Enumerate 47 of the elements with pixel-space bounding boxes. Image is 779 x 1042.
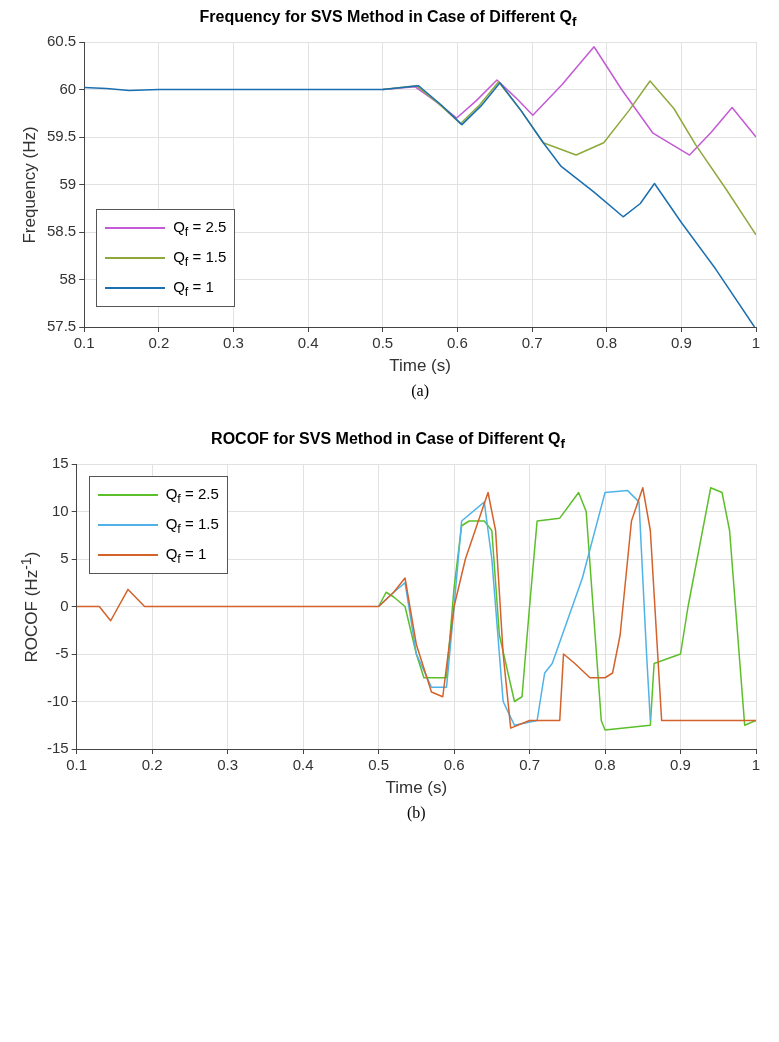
y-tick-label: -5 xyxy=(55,644,69,662)
x-tick-label: 0.7 xyxy=(519,756,540,774)
y-tick-label: 58 xyxy=(59,269,77,287)
x-axis-title: Time (s) xyxy=(385,778,448,798)
x-tick-label: 1 xyxy=(751,756,761,774)
x-tick-label: 0.3 xyxy=(223,334,244,352)
y-tick-label: 57.5 xyxy=(46,317,77,335)
chart-title: Frequency for SVS Method in Case of Different Q$_{f}$ xyxy=(198,8,578,30)
y-tick-label: -15 xyxy=(46,739,69,757)
y-tick-label: 60.5 xyxy=(46,32,77,50)
text: (a) xyxy=(410,382,430,400)
y-tick-label: 59 xyxy=(59,174,77,192)
legend-label: Q$_{f}$ = 2.5 xyxy=(165,484,219,506)
y-tick-label: 5 xyxy=(60,549,69,567)
legend-label: Q$_{f}$ = 1 xyxy=(165,544,207,566)
x-tick-label: 0.8 xyxy=(596,334,618,352)
x-tick-label: 0.5 xyxy=(372,334,394,352)
y-tick-label: 15 xyxy=(51,454,69,472)
legend-label: Q$_{f}$ = 2.5 xyxy=(173,217,227,239)
x-tick-label: 0.9 xyxy=(670,756,691,774)
text: (b) xyxy=(406,804,427,822)
x-tick-label: 0.6 xyxy=(446,334,468,352)
x-tick-label: 1 xyxy=(751,334,761,352)
x-tick-label: 0.2 xyxy=(141,756,163,774)
legend-label: Q$_{f}$ = 1.5 xyxy=(173,247,227,269)
legend-label: Q$_{f}$ = 1.5 xyxy=(165,514,219,536)
chart-title: ROCOF for SVS Method in Case of Different Q$_{f}$ xyxy=(210,430,566,452)
x-tick-label: 0.1 xyxy=(66,756,88,774)
x-tick-label: 0.1 xyxy=(73,334,95,352)
y-tick-label: 0 xyxy=(60,596,69,614)
x-tick-label: 0.8 xyxy=(594,756,616,774)
x-axis-title: Time (s) xyxy=(389,356,451,376)
x-tick-label: 0.4 xyxy=(292,756,314,774)
x-tick-label: 0.4 xyxy=(297,334,319,352)
y-tick-label: -10 xyxy=(46,691,69,709)
y-axis-title: Frequency (Hz) xyxy=(20,125,40,244)
x-tick-label: 0.2 xyxy=(148,334,170,352)
x-tick-label: 0.6 xyxy=(443,756,465,774)
y-tick-label: 58.5 xyxy=(46,222,77,240)
x-tick-label: 0.3 xyxy=(217,756,239,774)
legend-label: Q$_{f}$ = 1 xyxy=(173,277,214,299)
y-tick-label: 10 xyxy=(51,501,69,519)
x-tick-label: 0.7 xyxy=(521,334,543,352)
y-tick-label: 59.5 xyxy=(46,127,77,145)
y-tick-label: 60 xyxy=(59,79,77,97)
x-tick-label: 0.5 xyxy=(368,756,390,774)
x-tick-label: 0.9 xyxy=(670,334,692,352)
